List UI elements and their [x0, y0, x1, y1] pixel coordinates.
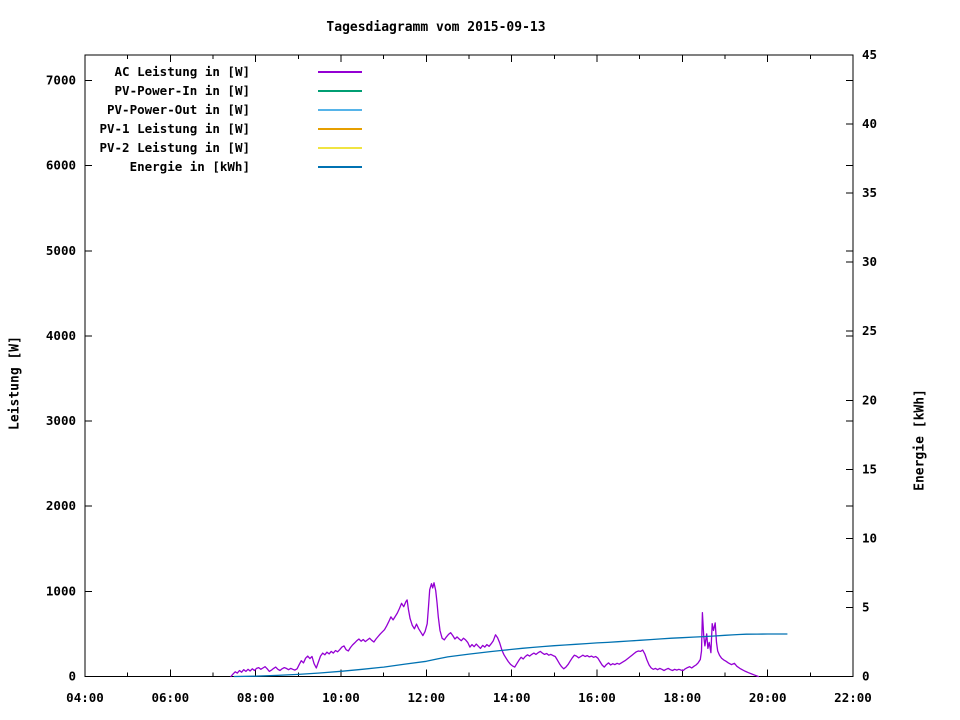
legend-line-sample — [318, 89, 362, 92]
x-tick-label: 04:00 — [66, 690, 104, 705]
legend-label: AC Leistung in [W] — [114, 64, 250, 79]
legend-row: Energie in [kWh] — [85, 157, 362, 176]
y2-tick-label: 15 — [862, 461, 877, 476]
y2-tick-label: 5 — [862, 599, 870, 614]
legend: AC Leistung in [W] PV-Power-In in [W] PV-P… — [85, 62, 362, 176]
y2-tick-label: 35 — [862, 185, 877, 200]
legend-line-sample — [318, 165, 362, 168]
y-tick-label: 3000 — [46, 413, 76, 428]
y-tick-label: 0 — [68, 669, 76, 684]
chart-title: Tagesdiagramm vom 2015-09-13 — [326, 20, 546, 35]
series-line — [233, 633, 788, 678]
y-tick-label: 7000 — [46, 73, 76, 88]
legend-row: PV-Power-Out in [W] — [85, 100, 362, 119]
y2-tick-label: 10 — [862, 530, 877, 545]
y2-tick-label: 30 — [862, 254, 877, 269]
x-tick-label: 06:00 — [152, 690, 190, 705]
legend-label: PV-2 Leistung in [W] — [99, 140, 250, 155]
x-tick-label: 08:00 — [237, 690, 275, 705]
y-tick-label: 5000 — [46, 243, 76, 258]
x-tick-label: 16:00 — [578, 690, 616, 705]
series-line — [230, 582, 759, 678]
y-tick-label: 6000 — [46, 158, 76, 173]
legend-line-sample — [318, 70, 362, 73]
legend-label: PV-1 Leistung in [W] — [99, 121, 250, 136]
x-tick-label: 22:00 — [834, 690, 872, 705]
x-tick-label: 12:00 — [408, 690, 446, 705]
legend-row: PV-Power-In in [W] — [85, 81, 362, 100]
legend-row: AC Leistung in [W] — [85, 62, 362, 81]
legend-label: Energie in [kWh] — [129, 159, 250, 174]
y2-tick-label: 40 — [862, 116, 877, 131]
y-tick-label: 4000 — [46, 328, 76, 343]
legend-row: PV-2 Leistung in [W] — [85, 138, 362, 157]
legend-line-sample — [318, 127, 362, 130]
legend-label: PV-Power-Out in [W] — [107, 102, 250, 117]
x-tick-label: 14:00 — [493, 690, 531, 705]
legend-label: PV-Power-In in [W] — [114, 83, 250, 98]
y2-tick-label: 45 — [862, 47, 877, 62]
legend-line-sample — [318, 146, 362, 149]
x-tick-label: 10:00 — [322, 690, 360, 705]
y2-tick-label: 0 — [862, 669, 870, 684]
x-tick-label: 20:00 — [749, 690, 787, 705]
y-tick-label: 2000 — [46, 498, 76, 513]
legend-row: PV-1 Leistung in [W] — [85, 119, 362, 138]
y-tick-label: 1000 — [46, 583, 76, 598]
legend-line-sample — [318, 108, 362, 111]
y2-tick-label: 25 — [862, 323, 877, 338]
y2-tick-label: 20 — [862, 392, 877, 407]
x-tick-label: 18:00 — [664, 690, 702, 705]
